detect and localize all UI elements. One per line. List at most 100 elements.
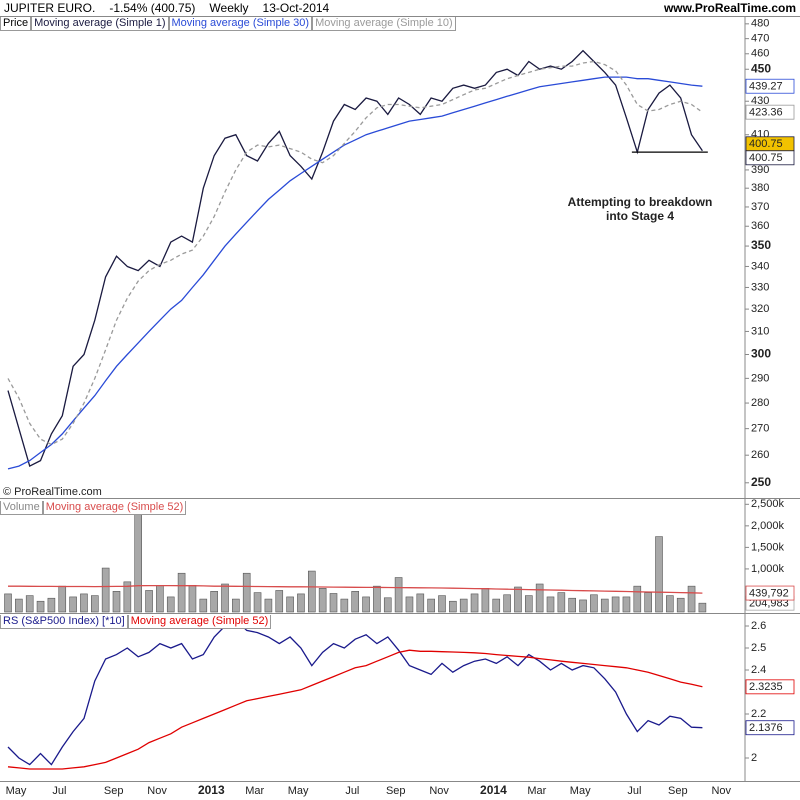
- y-tick-label: 2.2: [751, 708, 766, 720]
- value-box: [745, 679, 795, 695]
- volume-bar: [232, 598, 240, 613]
- volume-bar: [633, 585, 642, 613]
- value-box-label: 439.27: [749, 81, 783, 93]
- x-tick-label: Jul: [627, 785, 641, 797]
- volume-bar: [470, 593, 479, 613]
- volume-bar: [427, 598, 435, 613]
- y-tick-label: 330: [751, 281, 769, 293]
- volume-bar: [242, 572, 251, 613]
- annotation: Attempting to breakdown: [568, 195, 713, 209]
- rs-legend: RS (S&P500 Index) [*10] Moving average (…: [0, 615, 272, 629]
- volume-bar: [514, 586, 522, 613]
- y-tick-label: 460: [751, 48, 769, 60]
- volume-bar: [503, 594, 511, 613]
- volume-bar: [438, 595, 446, 613]
- y-tick-label: 1,000k: [751, 563, 785, 575]
- volume-bar: [666, 595, 674, 613]
- volume-bar: [362, 596, 370, 613]
- x-tick-label: Nov: [711, 785, 731, 797]
- volume-legend: Volume Moving average (Simple 52): [0, 501, 187, 515]
- volume-bar: [373, 585, 381, 613]
- volume-bar: [91, 595, 99, 613]
- y-tick-label: 360: [751, 220, 769, 232]
- y-tick-label: 250: [751, 475, 771, 489]
- y-tick-label: 480: [751, 18, 769, 30]
- volume-bar: [286, 596, 294, 613]
- y-tick-label: 340: [751, 260, 769, 272]
- y-tick-label: 2: [751, 752, 757, 764]
- y-tick-label: 2,000k: [751, 520, 785, 532]
- date: 13-Oct-2014: [262, 1, 330, 15]
- volume-bar: [210, 591, 218, 613]
- volume-bar: [4, 593, 12, 613]
- volume-bar: [318, 588, 327, 613]
- volume-bar: [590, 594, 598, 613]
- x-tick-label: May: [570, 785, 591, 797]
- y-tick-label: 290: [751, 372, 769, 384]
- legend-entry: Moving average (Simple 52): [42, 501, 187, 515]
- y-tick-label: 300: [751, 347, 771, 361]
- x-tick-label: Sep: [104, 785, 124, 797]
- volume-bar: [622, 596, 631, 613]
- volume-bar: [36, 600, 45, 613]
- x-tick-label: 2014: [480, 783, 507, 797]
- legend-entry: Moving average (Simple 1): [31, 17, 169, 31]
- value-box: [745, 78, 795, 94]
- series-line: [8, 584, 703, 594]
- volume-bar: [524, 595, 533, 613]
- x-tick-label: Jul: [345, 785, 359, 797]
- volume-bar: [698, 602, 707, 613]
- legend-entry: Volume: [0, 501, 43, 515]
- series-line: [7, 649, 703, 770]
- value-box-label: 439,792: [749, 587, 789, 599]
- volume-bar: [156, 584, 164, 613]
- y-tick-label: 1,500k: [751, 541, 785, 553]
- volume-bar: [492, 598, 501, 613]
- volume-bar: [47, 597, 56, 613]
- y-tick-label: 390: [751, 164, 769, 176]
- legend-entry: Moving average (Simple 10): [312, 17, 456, 31]
- x-tick-label: 2013: [198, 783, 225, 797]
- volume-bar: [101, 567, 110, 613]
- volume-bar: [459, 598, 468, 613]
- change: -1.54% (400.75): [109, 1, 196, 15]
- volume-bar: [329, 593, 338, 613]
- volume-bar: [15, 598, 23, 613]
- legend-entry: Moving average (Simple 52): [127, 615, 272, 629]
- volume-bar: [69, 596, 77, 613]
- value-box-label: 423.36: [749, 107, 783, 119]
- volume-bar: [145, 590, 153, 613]
- annotation: into Stage 4: [606, 209, 674, 223]
- source: www.ProRealTime.com: [663, 1, 796, 15]
- y-tick-label: 2,500k: [751, 498, 785, 510]
- y-tick-label: 430: [751, 95, 769, 107]
- volume-bar: [383, 597, 392, 613]
- volume-bar: [611, 596, 620, 613]
- volume-bar: [80, 593, 88, 613]
- volume-bar: [416, 593, 425, 613]
- volume-bar: [481, 588, 490, 613]
- value-box-label: 2.1376: [749, 722, 783, 734]
- y-tick-label: 2.4: [751, 664, 766, 676]
- volume-bar: [134, 501, 142, 613]
- value-box: [745, 104, 795, 120]
- value-box-label: 400.75: [749, 152, 783, 164]
- x-tick-label: Mar: [245, 785, 264, 797]
- x-tick-label: Sep: [386, 785, 406, 797]
- volume-bar: [546, 596, 555, 613]
- volume-bar: [58, 585, 67, 613]
- volume-bar: [199, 598, 208, 613]
- volume-bar: [351, 591, 360, 613]
- volume-bar: [655, 536, 663, 613]
- period: Weekly: [209, 1, 249, 15]
- value-box-label: 2.3235: [749, 681, 783, 693]
- volume-bar: [644, 592, 652, 613]
- x-tick-label: Nov: [429, 785, 449, 797]
- y-tick-label: 280: [751, 397, 769, 409]
- series-line: [7, 76, 703, 470]
- y-tick-label: 270: [751, 423, 769, 435]
- volume-bar: [221, 583, 229, 613]
- x-tick-label: Mar: [527, 785, 546, 797]
- y-tick-label: 260: [751, 449, 769, 461]
